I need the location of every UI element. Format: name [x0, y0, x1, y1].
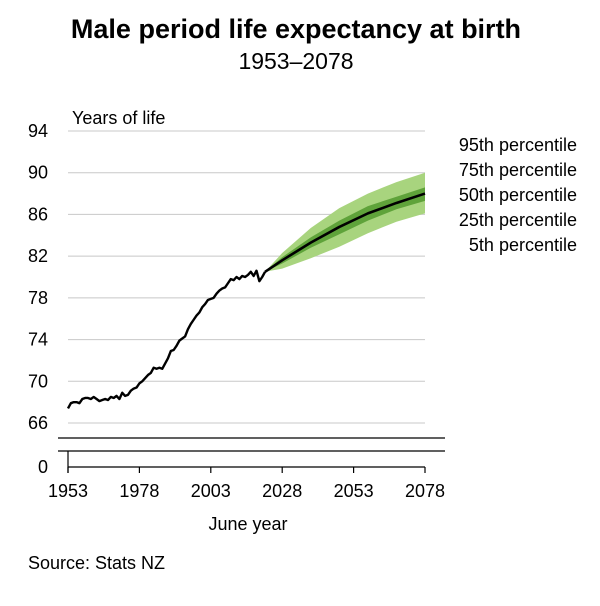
y-tick-label: 86 [28, 204, 48, 224]
y-tick-label: 82 [28, 246, 48, 266]
axes [58, 437, 445, 473]
percentile-label: 75th percentile [459, 160, 577, 180]
x-tick-label: 1953 [48, 481, 88, 501]
y-tick-label-zero: 0 [38, 457, 48, 477]
percentile-label: 5th percentile [469, 235, 577, 255]
x-tick-label: 1978 [119, 481, 159, 501]
y-tick-labels: 94 90 86 82 78 74 70 66 0 [28, 121, 48, 477]
gridlines [68, 130, 425, 424]
historical-line [66, 269, 267, 409]
x-tick-labels: 1953 1978 2003 2028 2053 2078 [48, 481, 445, 501]
y-tick-label: 90 [28, 163, 48, 183]
y-tick-label: 74 [28, 330, 48, 350]
x-axis-label: June year [208, 514, 287, 534]
y-tick-label: 94 [28, 121, 48, 141]
source-note: Source: Stats NZ [28, 553, 165, 573]
y-tick-label: 66 [28, 413, 48, 433]
x-tick-label: 2003 [191, 481, 231, 501]
percentile-labels: 95th percentile 75th percentile 50th perce… [459, 135, 577, 255]
band-25-75 [265, 187, 425, 272]
chart-title: Male period life expectancy at birth [71, 14, 521, 44]
x-tick-label: 2053 [334, 481, 374, 501]
median-projection-line [264, 192, 426, 273]
x-tick-label: 2078 [405, 481, 445, 501]
percentile-label: 25th percentile [459, 210, 577, 230]
series-lines [66, 192, 426, 409]
y-tick-label: 70 [28, 371, 48, 391]
y-axis-label: Years of life [72, 108, 165, 128]
y-tick-label: 78 [28, 288, 48, 308]
x-tick-label: 2028 [262, 481, 302, 501]
chart-subtitle: 1953–2078 [238, 48, 353, 74]
percentile-label: 95th percentile [459, 135, 577, 155]
percentile-label: 50th percentile [459, 185, 577, 205]
